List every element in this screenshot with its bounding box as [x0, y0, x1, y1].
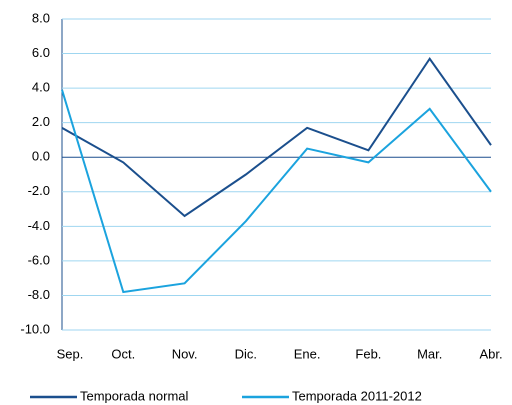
y-tick-label: -6.0: [28, 252, 50, 267]
x-tick-label: Sep.: [57, 346, 84, 361]
legend-label: Temporada normal: [80, 388, 188, 403]
y-tick-label: -2.0: [28, 183, 50, 198]
y-tick-label: 8.0: [32, 10, 50, 25]
y-tick-label: 2.0: [32, 114, 50, 129]
y-tick-label: -4.0: [28, 218, 50, 233]
series-line: [61, 89, 492, 294]
y-tick-label: 0.0: [32, 149, 50, 164]
x-tick-label: Feb.: [355, 346, 381, 361]
y-tick-label: 6.0: [32, 45, 50, 60]
x-tick-label: Mar.: [417, 346, 442, 361]
x-tick-label: Ene.: [294, 346, 321, 361]
x-tick-label: Nov.: [172, 346, 198, 361]
series-line: [61, 56, 492, 218]
y-tick-label: -10.0: [20, 321, 50, 336]
y-tick-label: 4.0: [32, 80, 50, 95]
x-tick-label: Dic.: [235, 346, 257, 361]
x-tick-label: Abr.: [479, 346, 502, 361]
legend-label: Temporada 2011-2012: [292, 388, 422, 403]
y-tick-label: -8.0: [28, 287, 50, 302]
x-tick-label: Oct.: [111, 346, 135, 361]
